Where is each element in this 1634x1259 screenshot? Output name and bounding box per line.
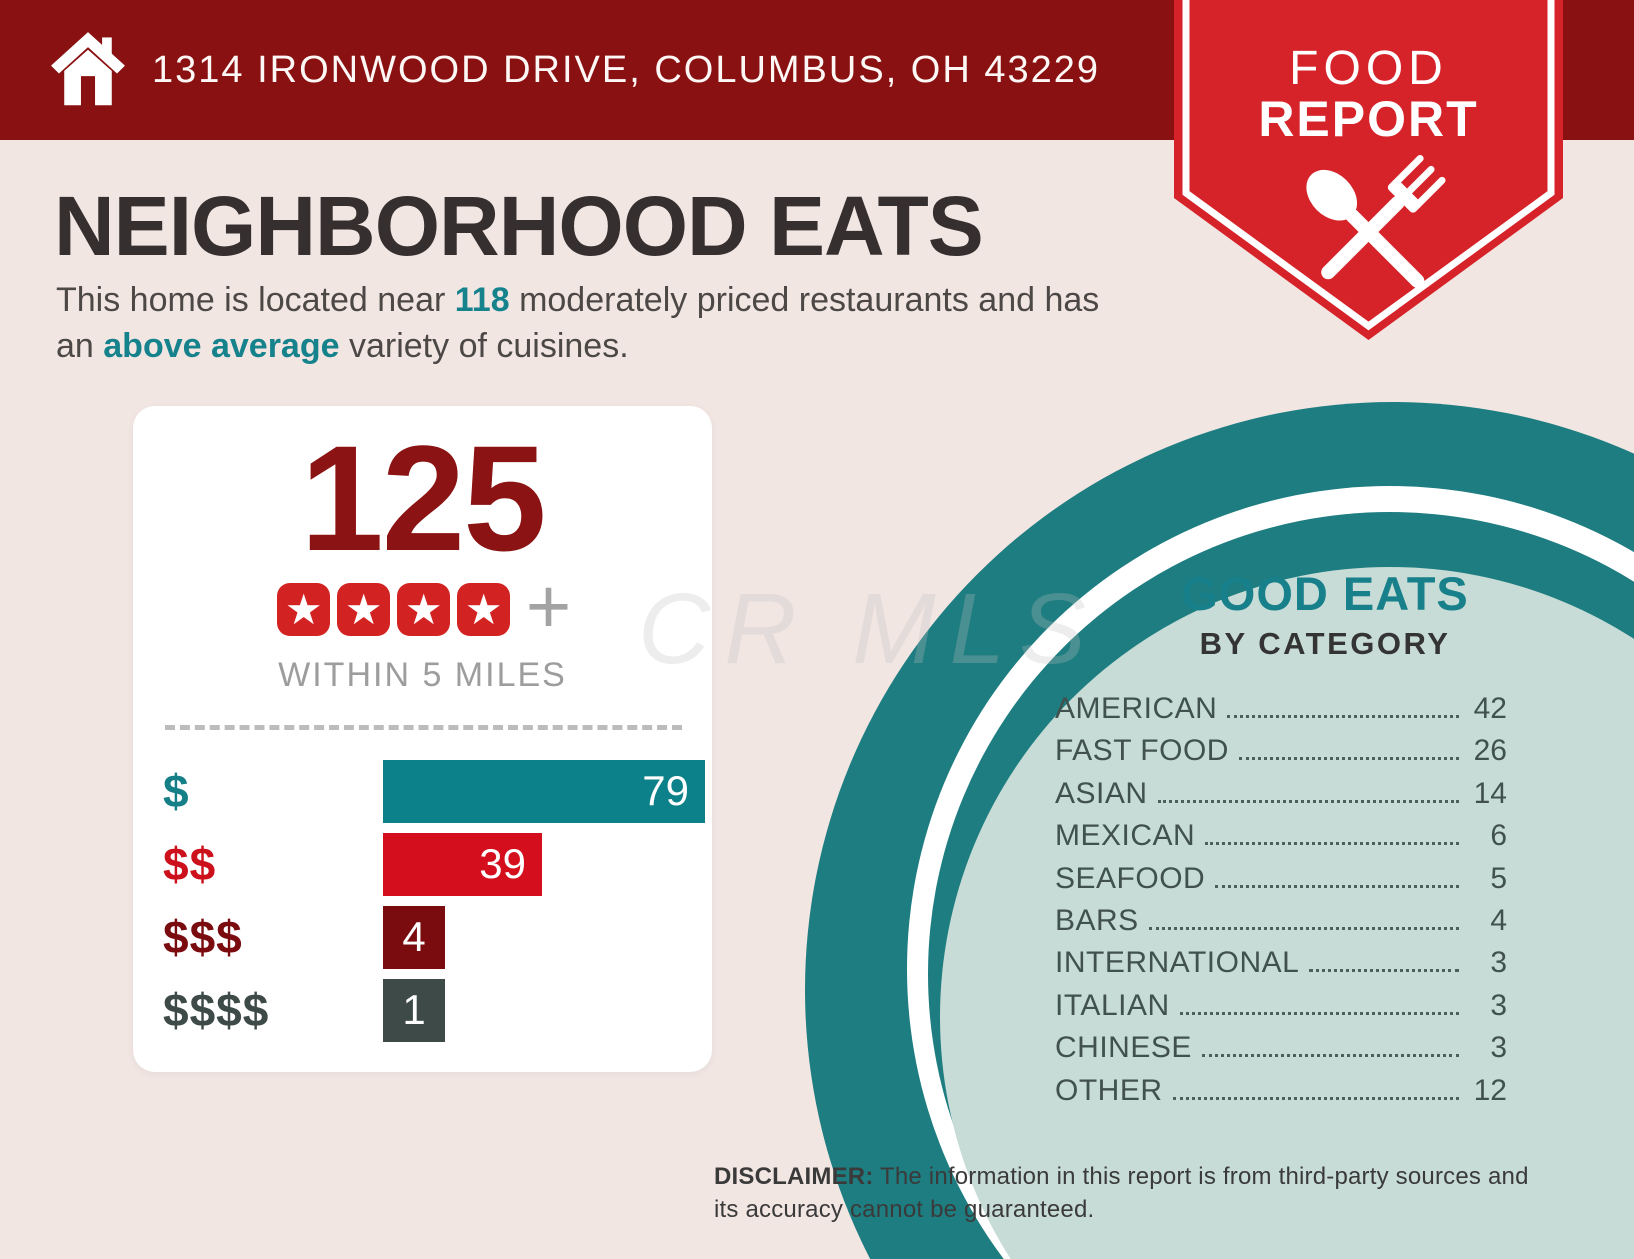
category-row: MEXICAN 6 bbox=[1055, 819, 1507, 861]
price-tier-label: $$ bbox=[163, 838, 217, 890]
intro-part3: variety of cuisines. bbox=[339, 326, 629, 365]
category-label: MEXICAN bbox=[1055, 819, 1196, 853]
price-bar-value: 1 bbox=[402, 986, 426, 1033]
home-icon bbox=[51, 32, 125, 106]
category-row: CHINESE 3 bbox=[1055, 1031, 1507, 1073]
disclaimer-text: DISCLAIMER: The information in this repo… bbox=[714, 1160, 1554, 1226]
food-report-badge: FOOD REPORT bbox=[1174, 0, 1563, 340]
category-row: FAST FOOD 26 bbox=[1055, 734, 1507, 776]
price-bar: 79 bbox=[383, 759, 705, 823]
category-list: AMERICAN 42 FAST FOOD 26 ASIAN 14 MEXICAN 6 SEAF… bbox=[1055, 692, 1507, 1116]
price-bar-value: 39 bbox=[479, 840, 526, 887]
category-label: INTERNATIONAL bbox=[1055, 946, 1300, 980]
price-bar-row: $$ 39 bbox=[133, 832, 712, 896]
star-rating: ★ ★ ★ ★ + bbox=[133, 567, 712, 645]
category-row: OTHER 12 bbox=[1055, 1074, 1507, 1116]
star-icon: ★ bbox=[337, 583, 391, 636]
watermark: CR MLS bbox=[638, 573, 1100, 685]
category-value: 12 bbox=[1473, 1073, 1507, 1107]
good-eats-panel: GOOD EATS BY CATEGORY AMERICAN 42 FAST FOO… bbox=[1055, 566, 1507, 1116]
price-bar: 39 bbox=[383, 832, 542, 896]
dashed-divider bbox=[165, 724, 682, 730]
dotted-leader bbox=[1205, 842, 1459, 846]
category-label: OTHER bbox=[1055, 1073, 1163, 1107]
price-bar-row: $$$ 4 bbox=[133, 905, 712, 969]
category-row: BARS 4 bbox=[1055, 904, 1507, 946]
category-label: SEAFOOD bbox=[1055, 861, 1206, 895]
restaurant-summary-card: 125 ★ ★ ★ ★ + WITHIN 5 MILES $79 $$ 39 $$$ 4 $$$… bbox=[133, 406, 712, 1072]
intro-text: This home is located near 118 moderately… bbox=[56, 278, 1141, 369]
badge-line1: FOOD bbox=[1289, 42, 1448, 95]
price-bar: 4 bbox=[383, 905, 445, 969]
price-bar-row: $$$$ 1 bbox=[133, 978, 712, 1042]
category-label: ASIAN bbox=[1055, 776, 1148, 810]
property-address: 1314 IRONWOOD DRIVE, COLUMBUS, OH 43229 bbox=[152, 48, 1101, 91]
good-eats-title: GOOD EATS bbox=[1181, 567, 1469, 620]
category-value: 3 bbox=[1490, 988, 1507, 1022]
price-tier-bar-chart: $79 $$ 39 $$$ 4 $$$$ 1 bbox=[133, 759, 712, 1052]
category-value: 3 bbox=[1490, 946, 1507, 980]
dotted-leader bbox=[1148, 926, 1459, 930]
category-row: SEAFOOD 5 bbox=[1055, 862, 1507, 904]
category-row: AMERICAN 42 bbox=[1055, 692, 1507, 734]
category-label: CHINESE bbox=[1055, 1031, 1192, 1065]
page-title: NEIGHBORHOOD EATS bbox=[54, 179, 984, 273]
star-icon: ★ bbox=[277, 583, 331, 636]
category-row: ASIAN 14 bbox=[1055, 777, 1507, 819]
category-value: 3 bbox=[1490, 1031, 1507, 1065]
dotted-leader bbox=[1309, 969, 1459, 973]
intro-highlight: above average bbox=[103, 326, 340, 365]
category-row: INTERNATIONAL 3 bbox=[1055, 946, 1507, 988]
dotted-leader bbox=[1227, 715, 1459, 718]
dotted-leader bbox=[1201, 1054, 1459, 1058]
dotted-leader bbox=[1238, 757, 1459, 761]
spoon-fork-icon bbox=[1306, 154, 1446, 288]
category-value: 26 bbox=[1473, 734, 1507, 768]
category-value: 42 bbox=[1473, 692, 1507, 725]
category-row: ITALIAN 3 bbox=[1055, 989, 1507, 1031]
plus-icon: + bbox=[525, 561, 572, 650]
dotted-leader bbox=[1215, 884, 1459, 888]
restaurant-count-inline: 118 bbox=[454, 281, 510, 319]
price-bar: 1 bbox=[383, 978, 445, 1042]
radius-label: WITHIN 5 MILES bbox=[278, 655, 567, 694]
category-value: 4 bbox=[1490, 903, 1507, 937]
category-label: BARS bbox=[1055, 903, 1139, 937]
price-bar-value: 79 bbox=[642, 767, 689, 814]
disclaimer-label: DISCLAIMER: bbox=[714, 1163, 874, 1190]
price-tier-label: $$$ bbox=[163, 911, 243, 963]
dotted-leader bbox=[1157, 799, 1459, 803]
dotted-leader bbox=[1172, 1096, 1459, 1100]
total-restaurant-count: 125 bbox=[300, 414, 546, 582]
star-icons: ★ ★ ★ ★ bbox=[274, 583, 514, 636]
price-bar-row: $79 bbox=[133, 759, 712, 823]
disclaimer-body: The information in this report is from t… bbox=[714, 1163, 1529, 1224]
category-value: 6 bbox=[1490, 819, 1507, 853]
category-value: 5 bbox=[1490, 861, 1507, 895]
badge-line2: REPORT bbox=[1258, 91, 1478, 147]
price-tier-label: $$$$ bbox=[163, 984, 270, 1036]
good-eats-subtitle: BY CATEGORY bbox=[1199, 626, 1451, 661]
category-label: FAST FOOD bbox=[1055, 734, 1229, 768]
intro-part1: This home is located near bbox=[56, 281, 455, 319]
price-tier-label: $ bbox=[163, 765, 190, 817]
star-icon: ★ bbox=[457, 583, 511, 636]
price-bar-value: 4 bbox=[402, 913, 426, 960]
intro-part2: moderately priced restaurants and has an bbox=[56, 281, 1100, 365]
star-icon: ★ bbox=[397, 583, 451, 636]
dotted-leader bbox=[1179, 1011, 1459, 1015]
category-label: ITALIAN bbox=[1055, 988, 1170, 1022]
category-label: AMERICAN bbox=[1055, 692, 1218, 725]
category-value: 14 bbox=[1473, 776, 1507, 810]
